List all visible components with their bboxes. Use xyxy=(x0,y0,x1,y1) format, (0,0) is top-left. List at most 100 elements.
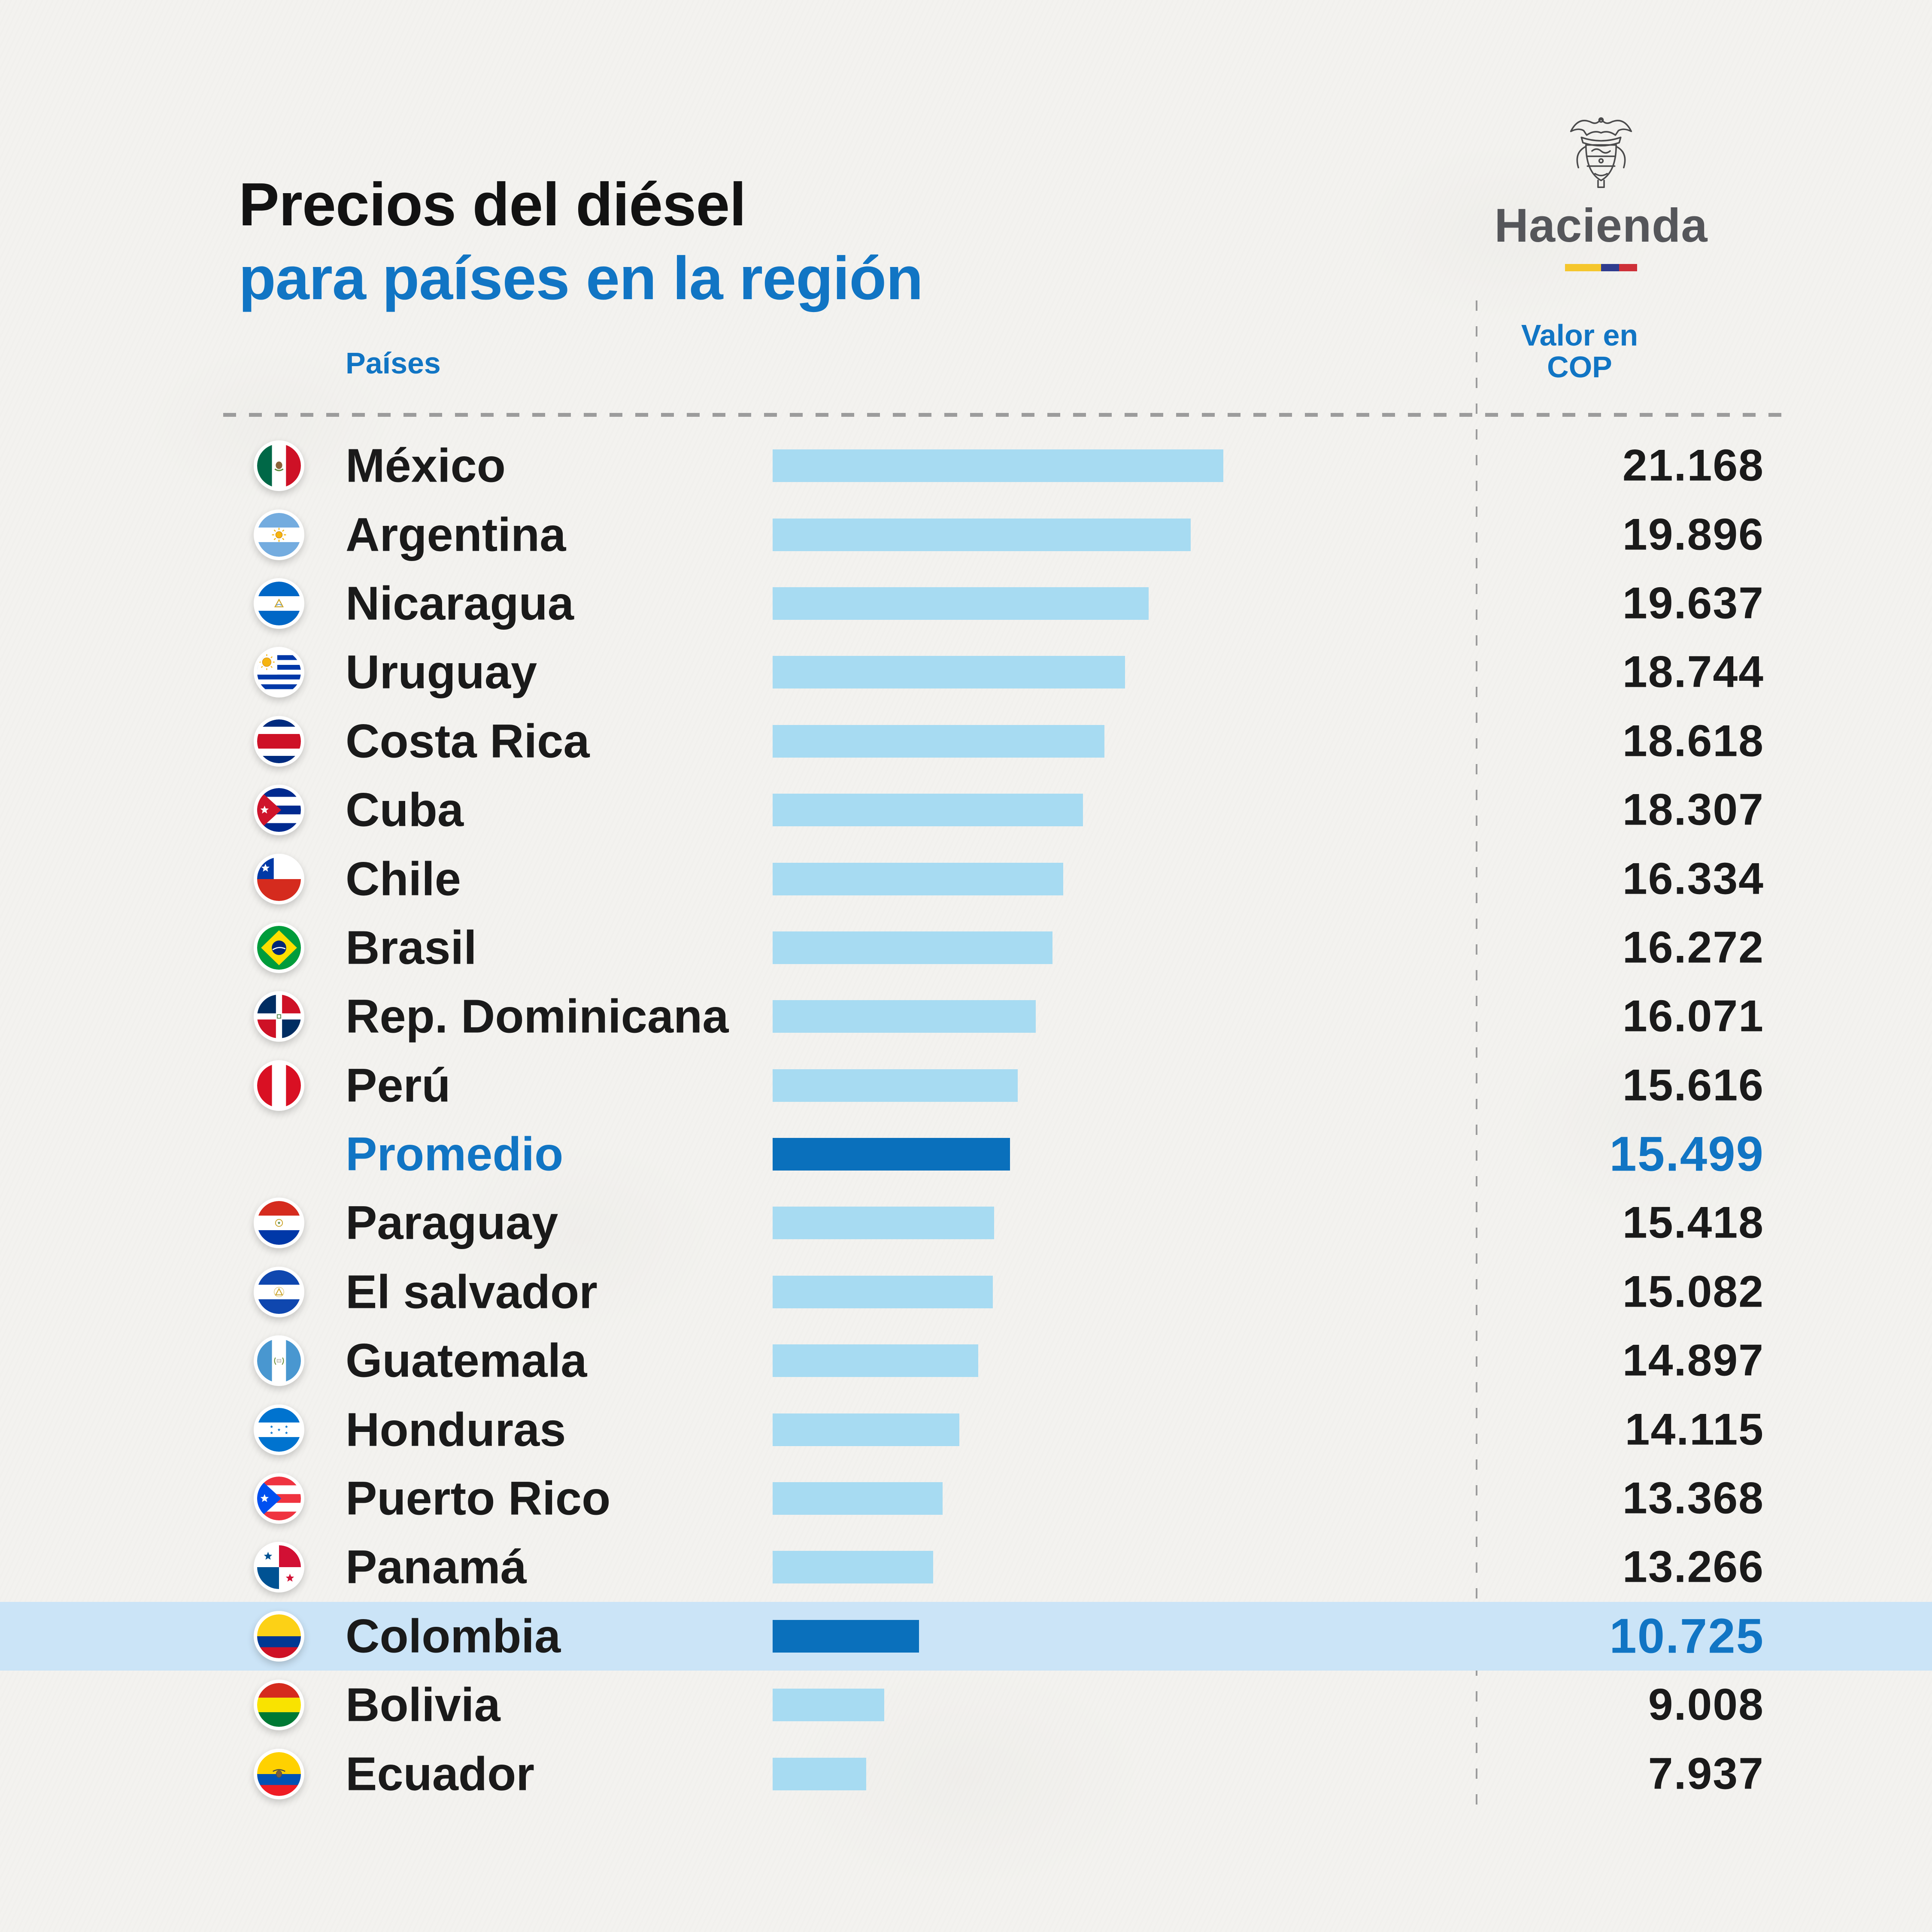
ecuador-flag-icon xyxy=(254,1748,304,1799)
value-label: 18.744 xyxy=(1622,647,1764,697)
table-row-promedio: Promedio 15.499 xyxy=(0,1120,1932,1189)
value-column-header-line2: COP xyxy=(1547,350,1612,384)
table-row-brasil: Brasil 16.272 xyxy=(0,913,1932,982)
country-label: Uruguay xyxy=(346,646,537,699)
value-bar xyxy=(773,587,1149,620)
uruguay-flag-icon xyxy=(254,647,304,698)
value-label: 15.616 xyxy=(1622,1060,1764,1110)
value-label: 10.725 xyxy=(1609,1609,1764,1664)
value-label: 19.637 xyxy=(1622,578,1764,628)
page-title: Precios del diésel para países en la reg… xyxy=(239,168,923,315)
value-bar xyxy=(773,1000,1036,1033)
table-row-ecuador: Ecuador 7.937 xyxy=(0,1739,1932,1808)
value-bar xyxy=(773,862,1063,895)
country-label: Nicaragua xyxy=(346,577,574,630)
brasil-flag-icon xyxy=(254,922,304,973)
table-row-mexico: México 21.168 xyxy=(0,431,1932,500)
country-label: Honduras xyxy=(346,1403,566,1456)
country-label: Bolivia xyxy=(346,1678,500,1732)
value-label: 16.071 xyxy=(1622,991,1764,1041)
country-label: Panamá xyxy=(346,1541,527,1594)
value-column-header-line1: Valor en xyxy=(1521,318,1638,352)
country-label: Perú xyxy=(346,1059,451,1112)
country-label: Cuba xyxy=(346,783,464,837)
table-row-honduras: Honduras 14.115 xyxy=(0,1395,1932,1464)
hacienda-logo: Hacienda xyxy=(1485,108,1717,271)
value-bar xyxy=(773,1275,993,1308)
country-label: Colombia xyxy=(346,1610,561,1663)
country-label: Guatemala xyxy=(346,1334,587,1387)
bar-chart: México 21.168 Argentina 19.896 Nicaragua 19.6… xyxy=(0,431,1932,1808)
honduras-flag-icon xyxy=(254,1404,304,1455)
table-row-elsalvador: El salvador 15.082 xyxy=(0,1258,1932,1326)
mexico-flag-icon xyxy=(254,440,304,491)
colombia-tricolor-bar xyxy=(1565,264,1637,271)
country-label: El salvador xyxy=(346,1265,597,1319)
table-row-paraguay: Paraguay 15.418 xyxy=(0,1189,1932,1257)
value-label: 19.896 xyxy=(1622,510,1764,560)
value-bar xyxy=(773,518,1191,551)
value-bar xyxy=(773,1757,866,1790)
value-bar xyxy=(773,656,1125,689)
table-row-uruguay: Uruguay 18.744 xyxy=(0,638,1932,707)
guatemala-flag-icon xyxy=(254,1335,304,1386)
value-label: 15.418 xyxy=(1622,1198,1764,1248)
value-label: 15.499 xyxy=(1609,1127,1764,1182)
country-label: Rep. Dominicana xyxy=(346,990,729,1043)
value-column-divider-line xyxy=(1476,300,1477,1816)
table-row-panama: Panamá 13.266 xyxy=(0,1533,1932,1601)
countries-column-header: Países xyxy=(346,346,441,380)
value-bar xyxy=(773,1069,1018,1102)
peru-flag-icon xyxy=(254,1060,304,1111)
value-label: 18.618 xyxy=(1622,716,1764,766)
value-bar xyxy=(773,1138,1010,1171)
value-bar xyxy=(773,794,1083,827)
country-label: Costa Rica xyxy=(346,715,590,768)
country-label: Ecuador xyxy=(346,1747,535,1801)
dominicana-flag-icon xyxy=(254,991,304,1042)
chile-flag-icon xyxy=(254,853,304,904)
elsalvador-flag-icon xyxy=(254,1266,304,1317)
country-label: Chile xyxy=(346,852,461,906)
table-row-guatemala: Guatemala 14.897 xyxy=(0,1326,1932,1395)
argentina-flag-icon xyxy=(254,509,304,560)
table-row-costarica: Costa Rica 18.618 xyxy=(0,707,1932,776)
value-column-header: Valor en COP xyxy=(1472,319,1687,383)
value-bar xyxy=(773,725,1104,758)
value-bar xyxy=(773,1620,919,1653)
value-label: 18.307 xyxy=(1622,785,1764,835)
value-label: 15.082 xyxy=(1622,1267,1764,1317)
value-label: 14.897 xyxy=(1622,1335,1764,1386)
value-label: 14.115 xyxy=(1625,1404,1764,1455)
value-label: 13.368 xyxy=(1622,1473,1764,1523)
value-bar xyxy=(773,931,1052,964)
table-row-nicaragua: Nicaragua 19.637 xyxy=(0,569,1932,638)
table-row-chile: Chile 16.334 xyxy=(0,844,1932,913)
title-line-2: para países en la región xyxy=(239,244,923,313)
cuba-flag-icon xyxy=(254,785,304,836)
table-row-cuba: Cuba 18.307 xyxy=(0,776,1932,844)
colombia-coat-of-arms-icon xyxy=(1570,117,1632,188)
colombia-flag-icon xyxy=(254,1611,304,1662)
country-label: Brasil xyxy=(346,921,477,974)
value-bar xyxy=(773,1207,994,1240)
table-row-puertorico: Puerto Rico 13.368 xyxy=(0,1464,1932,1533)
value-bar xyxy=(773,1344,978,1377)
costarica-flag-icon xyxy=(254,716,304,767)
paraguay-flag-icon xyxy=(254,1198,304,1249)
country-label: Promedio xyxy=(346,1128,564,1181)
value-bar xyxy=(773,1482,943,1515)
value-label: 13.266 xyxy=(1622,1542,1764,1592)
country-label: Paraguay xyxy=(346,1196,558,1250)
nicaragua-flag-icon xyxy=(254,578,304,629)
value-label: 16.334 xyxy=(1622,854,1764,904)
bolivia-flag-icon xyxy=(254,1680,304,1731)
value-bar xyxy=(773,1551,933,1584)
table-row-dominicana: Rep. Dominicana 16.071 xyxy=(0,982,1932,1051)
table-row-bolivia: Bolivia 9.008 xyxy=(0,1671,1932,1739)
value-bar xyxy=(773,449,1223,482)
header-divider-line xyxy=(223,413,1781,417)
country-label: México xyxy=(346,439,506,492)
country-label: Puerto Rico xyxy=(346,1472,611,1525)
